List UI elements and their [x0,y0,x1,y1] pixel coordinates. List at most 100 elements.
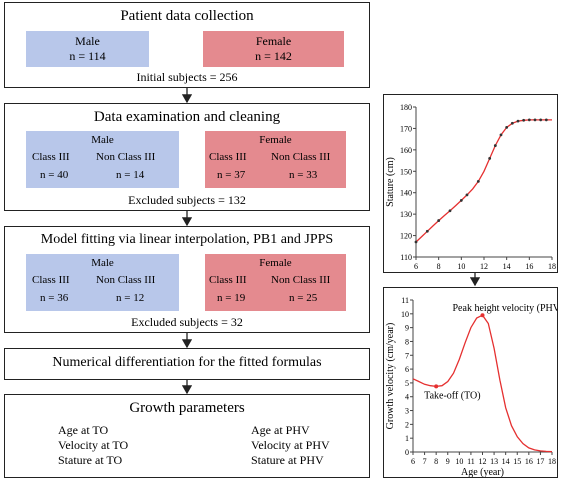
male-class3-count: n = 36 [40,292,69,304]
y-axis-label: Stature (cm) [385,157,396,207]
series-line [415,119,552,243]
y-tick-label: 6 [405,365,409,374]
x-tick-label: 14 [503,262,511,271]
step1-male-box: Male n = 114 [26,31,149,67]
param-velocity-to: Velocity at TO [58,438,129,452]
stature-chart: 681012141618110120130140150160170180Age … [385,103,556,271]
step-model-fitting: Model fitting via linear interpolation, … [4,226,370,333]
x-tick-label: 16 [525,262,533,271]
y-tick-label: 180 [400,103,412,112]
data-point [459,199,463,202]
x-tick-label: 8 [434,457,438,466]
x-tick-label: 11 [467,457,475,466]
step1-female-box: Female n = 142 [203,31,344,67]
step1-title: Patient data collection [120,8,254,24]
param-age-to: Age at TO [58,423,109,437]
data-point [516,119,520,123]
x-tick-label: 8 [437,262,441,271]
step2-title: Data examination and cleaning [93,109,281,125]
param-stature-phv: Stature at PHV [251,453,324,467]
y-tick-label: 4 [405,393,409,402]
param-age-phv: Age at PHV [251,423,310,437]
y-axis-label: Growth velocity (cm/year) [385,323,396,430]
step-data-cleaning: Data examination and cleaning Male Class… [4,103,370,211]
x-tick-label: 12 [479,457,487,466]
male-label: Male [75,34,100,48]
data-point [544,118,548,122]
y-tick-label: 170 [400,124,412,133]
x-tick-label: 13 [490,457,498,466]
step-growth-parameters: Growth parameters Age at TO Velocity at … [4,394,370,478]
female-label: Female [259,257,292,269]
x-tick-label: 6 [411,457,415,466]
y-tick-label: 5 [405,379,409,388]
data-point [488,157,492,160]
y-tick-label: 130 [400,210,412,219]
data-point [533,118,537,122]
data-point [499,133,503,137]
male-class3-label: Class III [32,151,70,163]
female-label: Female [259,134,292,146]
excluded-subjects-32: Excluded subjects = 32 [131,315,243,329]
x-tick-label: 15 [513,457,521,466]
data-point [505,125,509,129]
x-tick-label: 14 [502,457,510,466]
female-class3-count: n = 37 [217,169,246,181]
data-point [414,240,418,244]
male-class3-label: Class III [32,274,70,286]
x-tick-label: 18 [548,262,556,271]
y-tick-label: 0 [405,448,409,457]
data-point [437,219,441,222]
y-tick-label: 1 [405,434,409,443]
male-label: Male [91,134,114,146]
y-tick-label: 150 [400,167,412,176]
female-label: Female [255,34,292,48]
param-velocity-phv: Velocity at PHV [251,438,330,452]
velocity-chart-panel: 6 7 8 9 10 11 12 13 14 15 16 17 18 0 1 2 3 4 5 6 7 8 9 10 11 Age … [383,287,558,478]
x-tick-label: 12 [480,262,488,271]
annotation-point [434,384,439,389]
y-tick-label: 10 [401,310,409,319]
x-tick-label: 7 [423,457,427,466]
male-nonclass3-label: Non Class III [96,151,156,163]
param-stature-to: Stature at TO [58,453,123,467]
y-tick-label: 11 [401,296,409,305]
x-axis-label: Age (year) [461,467,504,477]
step5-title: Growth parameters [129,400,245,416]
excluded-subjects-132: Excluded subjects = 132 [128,193,246,207]
data-point [493,144,497,147]
initial-subjects: Initial subjects = 256 [136,70,238,84]
step4-title: Numerical differentiation for the fitted… [52,355,322,370]
x-tick-label: 10 [455,457,463,466]
y-tick-label: 120 [400,232,412,241]
y-tick-label: 7 [405,351,409,360]
y-tick-label: 110 [400,253,412,262]
step3-female-box: Female Class III Non Class III n = 19 n … [205,254,346,311]
female-class3-count: n = 19 [217,292,246,304]
step2-male-box: Male Class III Non Class III n = 40 n = … [26,131,179,188]
y-tick-label: 9 [405,324,409,333]
stature-chart-panel: 681012141618110120130140150160170180Age … [383,94,558,273]
y-tick-label: 2 [405,420,409,429]
male-count: n = 114 [69,49,106,63]
female-count: n = 142 [255,49,292,63]
female-nonclass3-count: n = 33 [289,169,318,181]
data-point [510,121,514,125]
female-nonclass3-label: Non Class III [271,151,331,163]
y-tick-label: 160 [400,146,412,155]
x-tick-label: 17 [536,457,544,466]
annotation-label: Take-off (TO) [424,390,480,401]
data-point [527,118,531,122]
annotation-label: Peak height velocity (PHV) [453,303,558,314]
y-tick-label: 8 [405,337,409,346]
x-tick-label: 6 [414,262,418,271]
male-nonclass3-label: Non Class III [96,274,156,286]
data-point [539,118,543,122]
step-numerical-differentiation: Numerical differentiation for the fitted… [4,348,370,380]
x-tick-label: 9 [446,457,450,466]
data-point [476,179,480,183]
step3-title: Model fitting via linear interpolation, … [40,232,334,247]
data-point [448,209,452,213]
y-tick-label: 3 [405,407,409,416]
